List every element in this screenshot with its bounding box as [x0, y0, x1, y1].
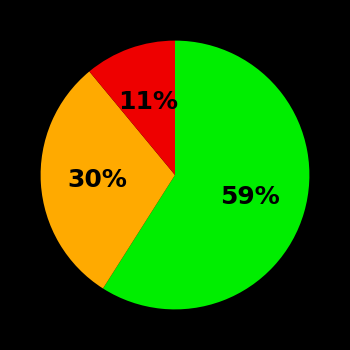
Wedge shape [89, 41, 175, 175]
Wedge shape [103, 41, 309, 309]
Wedge shape [41, 71, 175, 288]
Text: 11%: 11% [119, 90, 178, 114]
Text: 59%: 59% [220, 185, 280, 209]
Text: 30%: 30% [67, 168, 127, 192]
